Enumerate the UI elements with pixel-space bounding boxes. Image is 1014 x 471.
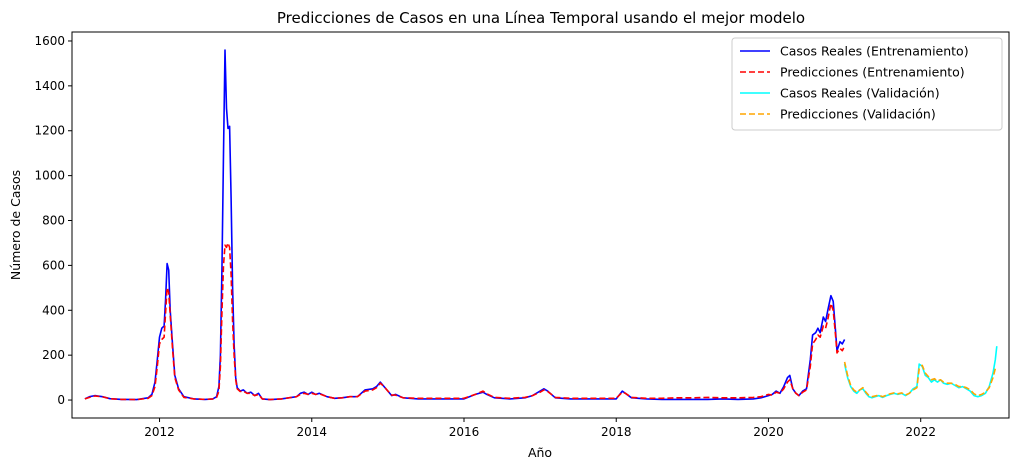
y-tick-label: 1400: [34, 79, 65, 93]
y-tick-label: 1600: [34, 34, 65, 48]
x-tick-label: 2014: [296, 425, 327, 439]
x-tick-label: 2018: [601, 425, 632, 439]
x-axis-title: Año: [528, 445, 552, 460]
legend-label: Predicciones (Validación): [780, 107, 936, 122]
legend-label: Predicciones (Entrenamiento): [780, 65, 965, 80]
plot-frame: [71, 31, 1010, 419]
legend-box: [731, 37, 1003, 131]
x-tick-label: 2020: [753, 425, 784, 439]
series-line-4: [843, 361, 998, 398]
y-axis-title: Número de Casos: [8, 170, 23, 280]
legend: Casos Reales (Entrenamiento) Predicciones…: [731, 37, 1003, 131]
legend-label: Casos Reales (Validación): [780, 86, 940, 101]
y-tick-label: 1200: [34, 124, 65, 138]
y-tick-label: 600: [42, 258, 65, 272]
series-line-1: [84, 49, 846, 401]
x-tick-label: 2016: [449, 425, 480, 439]
y-tick-label: 200: [42, 348, 65, 362]
x-tick-label: 2012: [144, 425, 175, 439]
series-line-3: [843, 346, 998, 399]
y-tick-label: 400: [42, 303, 65, 317]
y-tick-label: 0: [57, 393, 65, 407]
series-layer: [84, 49, 998, 401]
x-tick-label: 2022: [905, 425, 936, 439]
y-tick-label: 800: [42, 214, 65, 228]
y-axis: 0 200 400 600 800 1000 1200 1400 1600: [34, 34, 72, 407]
chart-title: Predicciones de Casos en una Línea Tempo…: [277, 9, 805, 27]
legend-label: Casos Reales (Entrenamiento): [780, 44, 969, 59]
x-axis: 2012 2014 2016 2018 2020 2022: [144, 418, 936, 439]
y-tick-label: 1000: [34, 169, 65, 183]
series-line-2: [84, 242, 846, 401]
